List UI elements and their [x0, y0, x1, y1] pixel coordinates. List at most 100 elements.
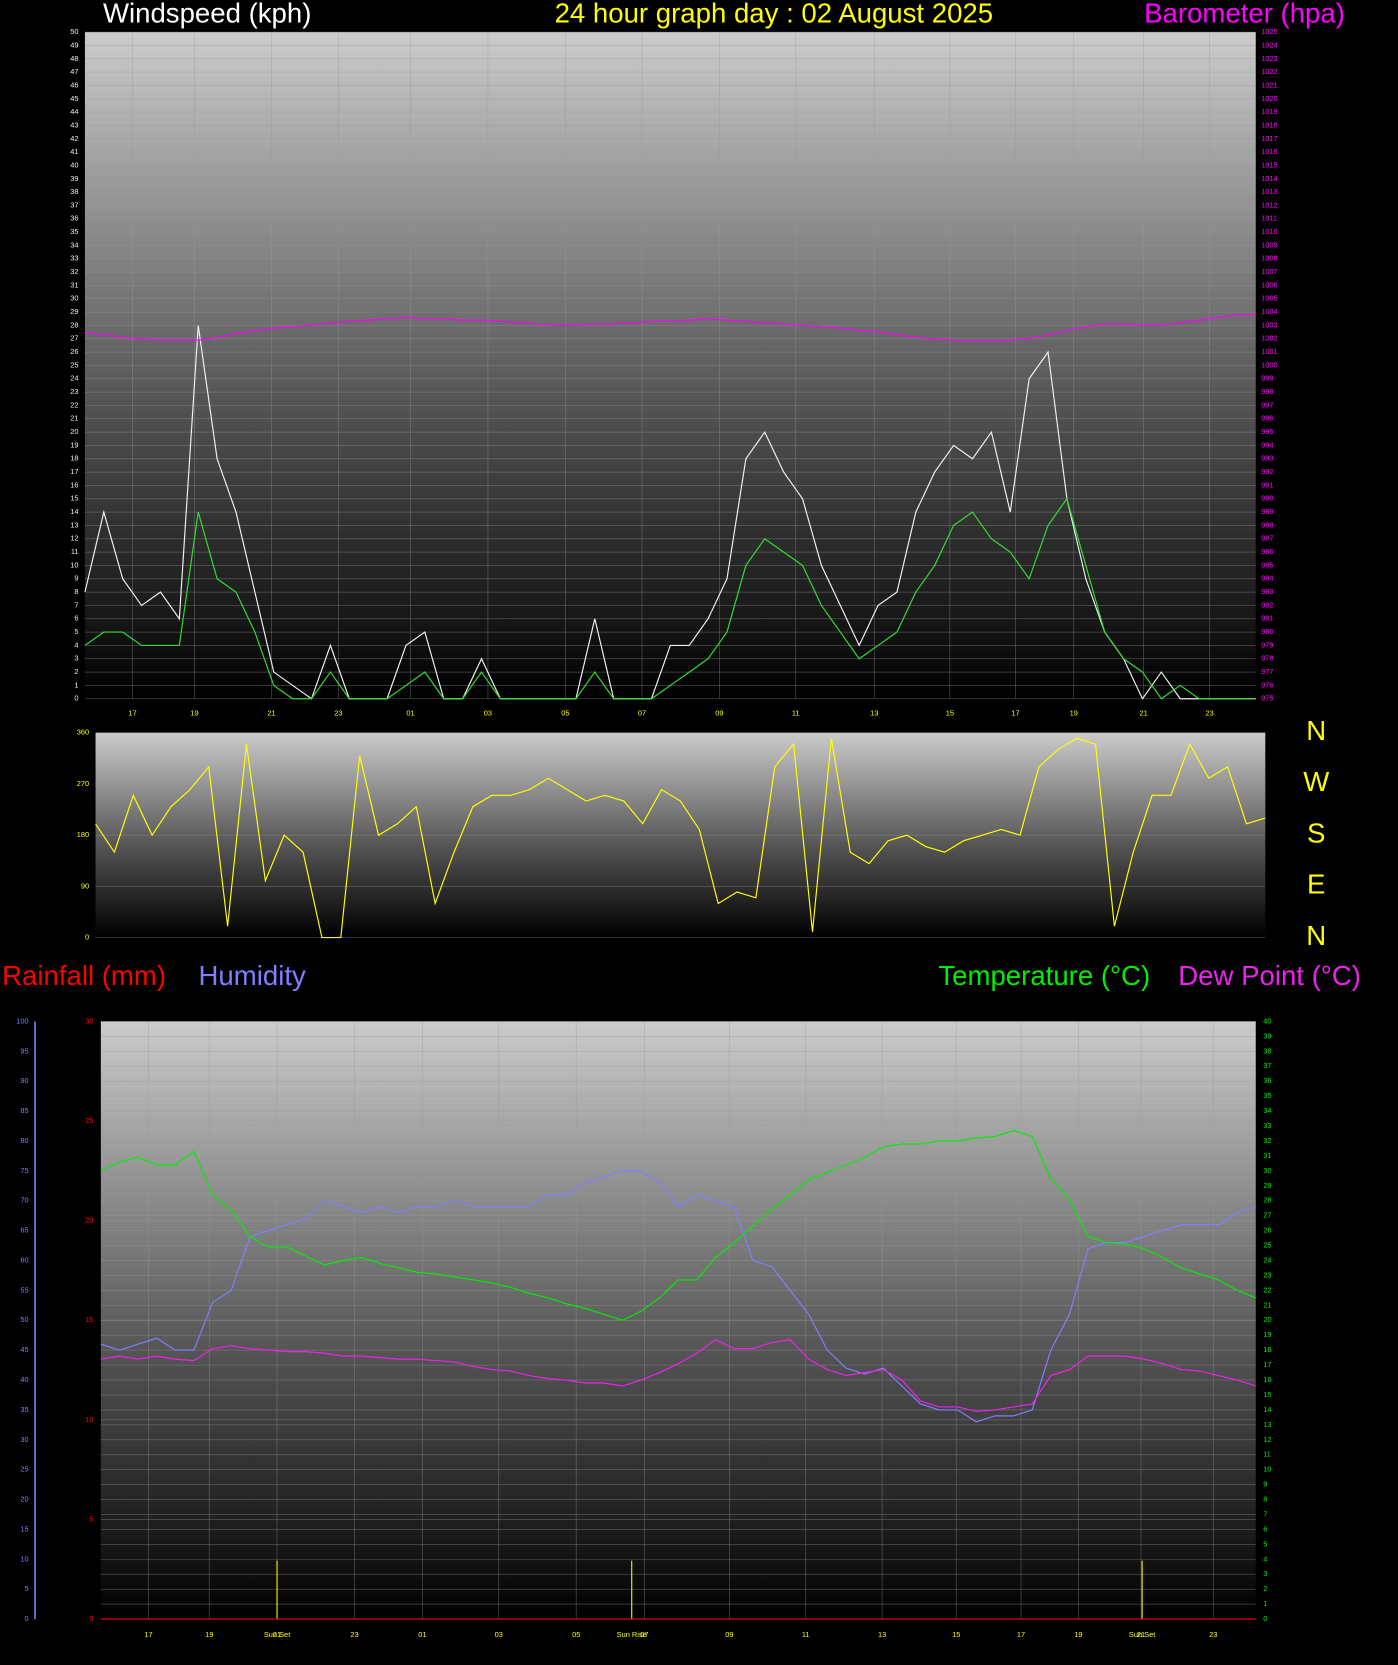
y-tick-label: 22 [1263, 1285, 1271, 1294]
y-tick-label: 6 [1263, 1524, 1267, 1533]
x-tick-label: 19 [190, 709, 198, 718]
y-tick-label: 10 [70, 560, 78, 569]
x-tick-label: 05 [572, 1630, 580, 1639]
compass-label: W [1303, 766, 1329, 797]
y-tick-label: 1011 [1261, 214, 1277, 223]
y-tick-label: 85 [20, 1106, 28, 1115]
y-tick-label: 1020 [1261, 94, 1278, 103]
y-tick-label: 25 [1263, 1241, 1271, 1250]
x-tick-label: 07 [638, 709, 646, 718]
y-tick-label: 3 [1263, 1569, 1267, 1578]
y-tick-label: 995 [1261, 427, 1273, 436]
x-tick-label: 15 [952, 1630, 960, 1639]
y-tick-label: 1025 [1261, 27, 1278, 36]
y-tick-label: 32 [1263, 1136, 1271, 1145]
y-tick-label: 982 [1261, 600, 1273, 609]
y-tick-label: 38 [70, 187, 78, 196]
y-tick-label: 1 [74, 680, 78, 689]
y-tick-label: 9 [74, 574, 78, 583]
y-tick-label: 1024 [1261, 40, 1278, 49]
wind-axis-title: Windspeed (kph) [103, 0, 311, 28]
y-tick-label: 36 [1263, 1076, 1271, 1085]
x-tick-label: 11 [792, 709, 800, 718]
y-tick-label: 24 [1263, 1255, 1271, 1264]
x-tick-label: 19 [1074, 1630, 1082, 1639]
y-tick-label: 35 [70, 227, 78, 236]
series-line [95, 737, 1266, 939]
series-line [100, 1129, 1256, 1321]
y-tick-label: 975 [1261, 694, 1273, 703]
y-tick-label: 25 [85, 1116, 93, 1125]
y-tick-label: 40 [70, 160, 78, 169]
y-tick-label: 12 [1263, 1435, 1271, 1444]
y-tick-label: 988 [1261, 520, 1273, 529]
y-tick-label: 5 [1263, 1539, 1267, 1548]
x-tick-label: 03 [484, 709, 492, 718]
y-tick-label: 979 [1261, 640, 1273, 649]
y-tick-label: 1003 [1261, 320, 1278, 329]
series-line [100, 1339, 1256, 1412]
y-tick-label: 15 [85, 1315, 93, 1324]
y-tick-label: 35 [20, 1405, 28, 1414]
legend-entry: Dew Point (°C) [1178, 960, 1361, 991]
y-tick-label: 50 [20, 1315, 28, 1324]
y-tick-label: 34 [70, 240, 78, 249]
y-tick-label: 997 [1261, 400, 1273, 409]
y-tick-label: 15 [20, 1524, 28, 1533]
legend-entry: Temperature (°C) [938, 960, 1150, 991]
x-tick-label: 17 [1017, 1630, 1025, 1639]
y-tick-label: 0 [89, 1614, 93, 1623]
x-tick-label: 23 [1209, 1630, 1217, 1639]
y-tick-label: 75 [20, 1166, 28, 1175]
y-tick-label: 30 [20, 1435, 28, 1444]
y-tick-label: 15 [1263, 1390, 1271, 1399]
y-tick-label: 45 [70, 94, 78, 103]
y-tick-label: 60 [20, 1255, 28, 1264]
y-tick-label: 1000 [1261, 360, 1278, 369]
y-tick-label: 1014 [1261, 174, 1278, 183]
y-tick-label: 1012 [1261, 200, 1278, 209]
y-tick-label: 26 [70, 347, 78, 356]
y-tick-label: 1015 [1261, 160, 1278, 169]
y-tick-label: 986 [1261, 547, 1273, 556]
series-line [100, 1170, 1256, 1423]
y-tick-label: 30 [70, 294, 78, 303]
x-tick-label: 07 [640, 1630, 648, 1639]
y-tick-label: 981 [1261, 614, 1273, 623]
y-tick-label: 20 [70, 427, 78, 436]
y-tick-label: 17 [1263, 1360, 1271, 1369]
y-tick-label: 1016 [1261, 147, 1278, 156]
y-tick-label: 18 [1263, 1345, 1271, 1354]
y-tick-label: 13 [1263, 1420, 1271, 1429]
y-tick-label: 0 [74, 694, 78, 703]
compass-label: S [1307, 817, 1325, 848]
y-tick-label: 7 [74, 600, 78, 609]
y-tick-label: 19 [70, 440, 78, 449]
x-tick-label: 09 [715, 709, 723, 718]
y-tick-label: 24 [70, 374, 78, 383]
y-tick-label: 360 [77, 728, 89, 737]
y-tick-label: 0 [25, 1614, 29, 1623]
y-tick-label: 983 [1261, 587, 1273, 596]
y-tick-label: 1001 [1261, 347, 1278, 356]
y-tick-label: 70 [20, 1196, 28, 1205]
y-tick-label: 1013 [1261, 187, 1278, 196]
y-tick-label: 38 [1263, 1046, 1271, 1055]
y-tick-label: 999 [1261, 374, 1273, 383]
y-tick-label: 1009 [1261, 240, 1278, 249]
y-tick-label: 0 [1263, 1614, 1267, 1623]
y-tick-label: 21 [1263, 1300, 1271, 1309]
y-tick-label: 1004 [1261, 307, 1278, 316]
y-tick-label: 55 [20, 1285, 28, 1294]
y-tick-label: 1022 [1261, 67, 1278, 76]
y-tick-label: 19 [1263, 1330, 1271, 1339]
y-tick-label: 29 [70, 307, 78, 316]
y-tick-label: 95 [20, 1046, 28, 1055]
y-tick-label: 36 [70, 214, 78, 223]
y-tick-label: 9 [1263, 1480, 1267, 1489]
y-tick-label: 20 [85, 1216, 93, 1225]
y-tick-label: 28 [1263, 1196, 1271, 1205]
x-tick-label: 23 [1206, 709, 1214, 718]
